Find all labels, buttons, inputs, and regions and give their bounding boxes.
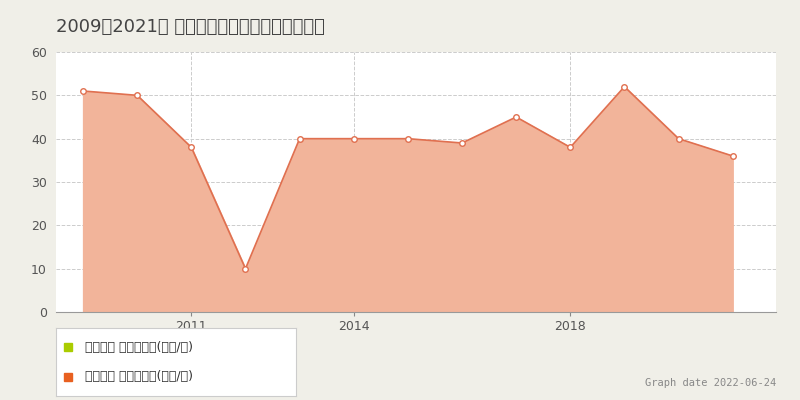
Text: 2009～2021年 大阪市西成区千本中の地価攺移: 2009～2021年 大阪市西成区千本中の地価攺移: [56, 18, 325, 36]
Text: Graph date 2022-06-24: Graph date 2022-06-24: [645, 378, 776, 388]
Text: 取引価格 平均坪単価(万円/坪): 取引価格 平均坪単価(万円/坪): [85, 370, 193, 384]
Text: 地価公示 平均坪単価(万円/坪): 地価公示 平均坪単価(万円/坪): [85, 340, 193, 354]
